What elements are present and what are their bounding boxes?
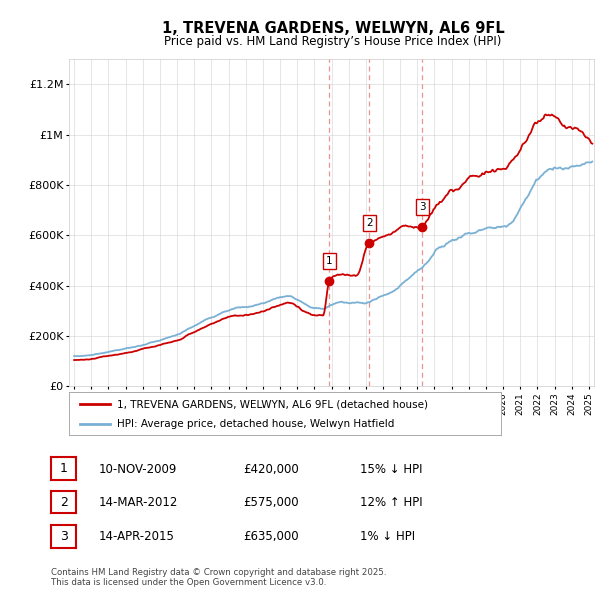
Text: £575,000: £575,000 xyxy=(243,496,299,509)
Text: 2: 2 xyxy=(59,496,68,509)
Text: 12% ↑ HPI: 12% ↑ HPI xyxy=(360,496,422,509)
Text: 15% ↓ HPI: 15% ↓ HPI xyxy=(360,463,422,476)
Text: 14-APR-2015: 14-APR-2015 xyxy=(99,530,175,543)
Text: HPI: Average price, detached house, Welwyn Hatfield: HPI: Average price, detached house, Welw… xyxy=(116,419,394,429)
Text: 1: 1 xyxy=(326,255,332,266)
Text: Price paid vs. HM Land Registry’s House Price Index (HPI): Price paid vs. HM Land Registry’s House … xyxy=(164,35,502,48)
Text: Contains HM Land Registry data © Crown copyright and database right 2025.
This d: Contains HM Land Registry data © Crown c… xyxy=(51,568,386,587)
Text: 14-MAR-2012: 14-MAR-2012 xyxy=(99,496,178,509)
Text: 3: 3 xyxy=(419,202,425,212)
Text: 3: 3 xyxy=(59,530,68,543)
Text: 1, TREVENA GARDENS, WELWYN, AL6 9FL: 1, TREVENA GARDENS, WELWYN, AL6 9FL xyxy=(161,21,505,35)
Text: £420,000: £420,000 xyxy=(243,463,299,476)
Text: £635,000: £635,000 xyxy=(243,530,299,543)
Text: 10-NOV-2009: 10-NOV-2009 xyxy=(99,463,178,476)
Text: 2: 2 xyxy=(366,218,373,228)
Text: 1, TREVENA GARDENS, WELWYN, AL6 9FL (detached house): 1, TREVENA GARDENS, WELWYN, AL6 9FL (det… xyxy=(116,399,428,409)
Text: 1: 1 xyxy=(59,462,68,475)
Text: 1% ↓ HPI: 1% ↓ HPI xyxy=(360,530,415,543)
